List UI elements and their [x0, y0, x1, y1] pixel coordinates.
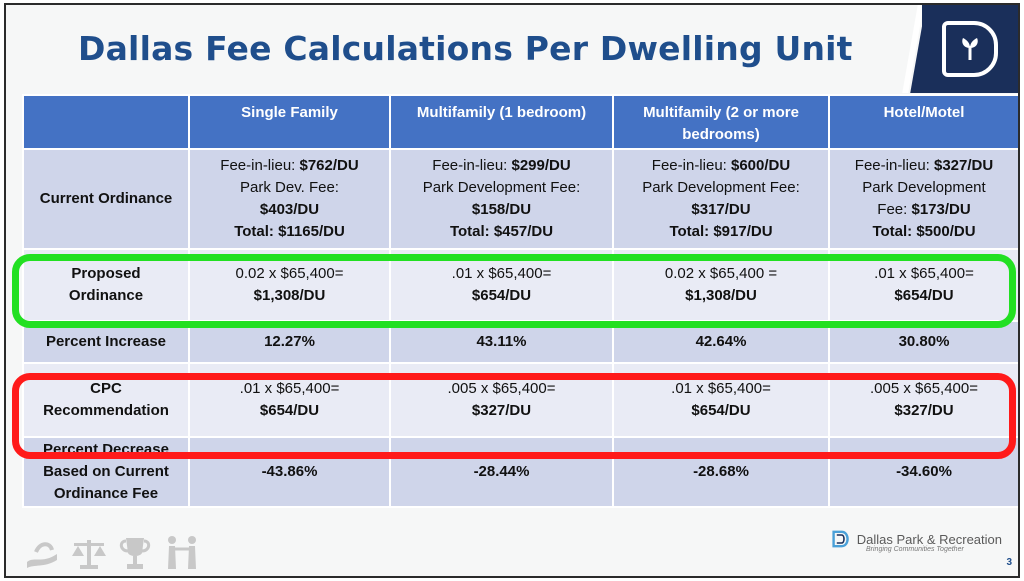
park-dev-label: Park Development Fee:: [642, 179, 800, 196]
header-single-family: Single Family: [188, 94, 391, 150]
fee-table: Single Family Multifamily (1 bedroom) Mu…: [22, 94, 1018, 508]
cell-proposed-multifamily-1br: .01 x $65,400= $654/DU: [389, 248, 614, 322]
cell-decrease-multifamily-2br: -28.68%: [612, 436, 830, 508]
row-label-proposed: Proposed Ordinance: [22, 248, 190, 322]
park-dev-label: Park Development Fee:: [422, 179, 581, 196]
total-value: Total: $917/DU: [669, 223, 773, 240]
result: $654/DU: [691, 402, 751, 419]
total-value: Total: $1165/DU: [234, 223, 345, 240]
formula: .01 x $65,400=: [451, 265, 552, 282]
cell-current-multifamily-1br: Fee-in-lieu: $299/DU Park Development Fe…: [389, 148, 614, 250]
result: $654/DU: [894, 287, 954, 304]
fee-in-lieu-label: Fee-in-lieu:: [651, 157, 731, 174]
row-label-decrease-line1: Percent Decrease: [43, 441, 169, 458]
cell-decrease-multifamily-1br: -28.44%: [389, 436, 614, 508]
formula: .01 x $65,400=: [671, 380, 771, 397]
row-label-increase: Percent Increase: [22, 320, 190, 364]
result: $1,308/DU: [685, 287, 757, 304]
slide: Dallas Fee Calculations Per Dwelling Uni…: [4, 3, 1020, 578]
park-dev-label: Park Dev. Fee:: [240, 179, 339, 196]
cell-increase-hotel-motel: 30.80%: [828, 320, 1018, 364]
scales-icon: [70, 536, 108, 570]
hands-icon: [24, 536, 60, 570]
total-value: Total: $500/DU: [872, 223, 976, 240]
park-dev-value: $317/DU: [691, 201, 751, 218]
cell-decrease-hotel-motel: -34.60%: [828, 436, 1018, 508]
cell-increase-multifamily-1br: 43.11%: [389, 320, 614, 364]
row-label-decrease-line3: Ordinance Fee: [53, 485, 159, 502]
cell-proposed-multifamily-2br: 0.02 x $65,400 = $1,308/DU: [612, 248, 830, 322]
cell-proposed-single-family: 0.02 x $65,400= $1,308/DU: [188, 248, 391, 322]
cell-current-hotel-motel: Fee-in-lieu: $327/DU Park Development Fe…: [828, 148, 1018, 250]
table-row-current-ordinance: Current Ordinance Fee-in-lieu: $762/DU P…: [22, 148, 1018, 250]
formula: .01 x $65,400=: [239, 380, 340, 397]
footer-icon-strip: [24, 531, 214, 575]
park-dev-value: $158/DU: [471, 201, 532, 218]
formula: 0.02 x $65,400=: [235, 265, 344, 282]
fee-in-lieu-value: $600/DU: [731, 157, 791, 174]
slide-title: Dallas Fee Calculations Per Dwelling Uni…: [78, 29, 853, 68]
cell-cpc-single-family: .01 x $65,400= $654/DU: [188, 362, 391, 438]
row-label-decrease-line2: Based on Current: [43, 463, 169, 480]
park-dev-value: $173/DU: [911, 201, 971, 218]
people-icon: [162, 535, 204, 571]
cell-current-single-family: Fee-in-lieu: $762/DU Park Dev. Fee: $403…: [188, 148, 391, 250]
footer-org-name: Dallas Park & Recreation: [856, 531, 1002, 547]
cell-proposed-hotel-motel: .01 x $65,400= $654/DU: [828, 248, 1018, 322]
cell-cpc-hotel-motel: .005 x $65,400= $327/DU: [828, 362, 1018, 438]
row-label-decrease: Percent Decrease Based on Current Ordina…: [22, 436, 190, 508]
fee-in-lieu-value: $327/DU: [934, 157, 994, 174]
logo-panel: [922, 5, 1018, 93]
dpr-mark-icon: [832, 530, 849, 548]
row-label-proposed-line2: Ordinance: [68, 287, 144, 304]
footer-tagline: Bringing Communities Together: [866, 546, 964, 553]
cell-current-multifamily-2br: Fee-in-lieu: $600/DU Park Development Fe…: [612, 148, 830, 250]
formula: .01 x $65,400=: [874, 265, 974, 282]
cell-decrease-single-family: -43.86%: [188, 436, 391, 508]
fee-in-lieu-value: $762/DU: [299, 157, 359, 174]
park-dev-fee-prefix: Fee:: [877, 201, 912, 218]
park-dev-value: $403/DU: [259, 201, 320, 218]
fee-in-lieu-label: Fee-in-lieu:: [854, 157, 934, 174]
table-row-percent-decrease: Percent Decrease Based on Current Ordina…: [22, 436, 1018, 508]
table-header-row: Single Family Multifamily (1 bedroom) Mu…: [22, 94, 1018, 150]
total-value: Total: $457/DU: [449, 223, 554, 240]
formula: .005 x $65,400=: [447, 380, 556, 397]
result: $1,308/DU: [253, 287, 326, 304]
row-label-current: Current Ordinance: [22, 148, 190, 250]
header-hotel-motel: Hotel/Motel: [828, 94, 1018, 150]
cell-increase-multifamily-2br: 42.64%: [612, 320, 830, 364]
formula: 0.02 x $65,400 =: [664, 265, 778, 282]
result: $327/DU: [471, 402, 532, 419]
row-label-proposed-line1: Proposed: [71, 265, 141, 282]
park-dev-label: Park Development: [862, 179, 986, 196]
fee-in-lieu-value: $299/DU: [511, 157, 571, 174]
trophy-icon: [118, 535, 152, 571]
header-multifamily-1br: Multifamily (1 bedroom): [389, 94, 614, 150]
table-row-percent-increase: Percent Increase 12.27% 43.11% 42.64% 30…: [22, 320, 1018, 364]
page-number: 3: [1006, 557, 1012, 568]
cell-increase-single-family: 12.27%: [188, 320, 391, 364]
table-row-proposed-ordinance: Proposed Ordinance 0.02 x $65,400= $1,30…: [22, 248, 1018, 322]
fee-in-lieu-label: Fee-in-lieu:: [220, 157, 300, 174]
result: $654/DU: [471, 287, 532, 304]
row-label-cpc-line1: CPC: [90, 380, 122, 397]
result: $327/DU: [894, 402, 954, 419]
footer-org-logo: Dallas Park & Recreation Bringing Commun…: [832, 526, 1002, 553]
fee-in-lieu-label: Fee-in-lieu:: [432, 157, 512, 174]
formula: .005 x $65,400=: [869, 380, 978, 397]
row-label-cpc-line2: Recommendation: [43, 402, 169, 419]
row-label-cpc: CPC Recommendation: [22, 362, 190, 438]
cell-cpc-multifamily-1br: .005 x $65,400= $327/DU: [389, 362, 614, 438]
header-blank: [22, 94, 190, 150]
result: $654/DU: [259, 402, 320, 419]
table-row-cpc-recommendation: CPC Recommendation .01 x $65,400= $654/D…: [22, 362, 1018, 438]
header-multifamily-2br: Multifamily (2 or more bedrooms): [612, 94, 830, 150]
cell-cpc-multifamily-2br: .01 x $65,400= $654/DU: [612, 362, 830, 438]
dallas-d-logo-icon: [942, 21, 998, 77]
